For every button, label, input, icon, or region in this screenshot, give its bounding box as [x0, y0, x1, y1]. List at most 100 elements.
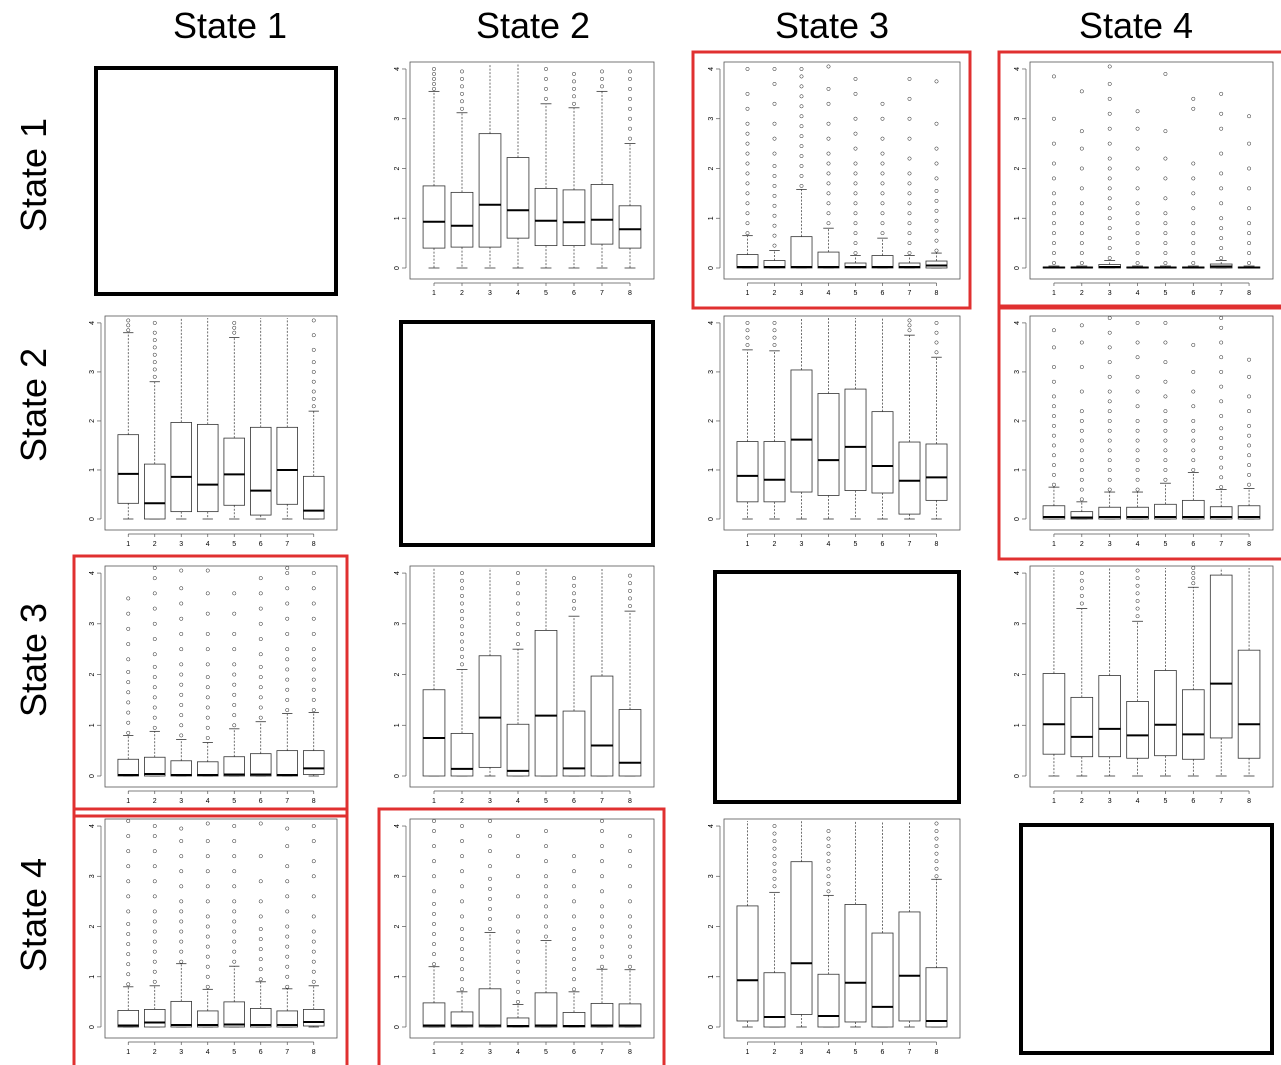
outlier-point: [1191, 176, 1196, 181]
outlier-point: [826, 86, 831, 91]
outlier-point: [853, 161, 858, 166]
outlier-point: [232, 854, 237, 859]
outlier-point: [572, 914, 576, 919]
outlier-point: [1135, 468, 1140, 472]
outlier-point: [600, 954, 604, 959]
outlier-point: [205, 899, 210, 904]
outlier-point: [907, 171, 912, 176]
iqr-box: [1237, 505, 1261, 520]
x-tick-label: 3: [179, 798, 183, 805]
outlier-point: [311, 616, 316, 621]
box-2: [1070, 323, 1094, 520]
box-5: [1154, 568, 1177, 777]
box-3: [478, 64, 502, 269]
outlier-point: [1051, 74, 1056, 79]
iqr-box: [925, 443, 948, 501]
outlier-point: [772, 869, 777, 874]
column-header-state-1: State 1: [173, 5, 287, 46]
x-tick-label: 4: [206, 541, 210, 548]
iqr-box: [844, 388, 867, 491]
row-headers: State 1 State 2 State 3 State 4: [13, 118, 54, 972]
box-1: [1042, 568, 1066, 777]
outlier-point: [232, 672, 237, 677]
x-tick-label: 2: [1080, 541, 1084, 548]
outlier-point: [1079, 409, 1084, 414]
iqr-box: [144, 463, 166, 520]
outlier-point: [572, 947, 576, 952]
outlier-point: [432, 844, 436, 849]
outlier-point: [232, 959, 237, 964]
box-4: [817, 829, 840, 1028]
y-tick-label: 1: [1014, 468, 1021, 472]
outlier-point: [772, 343, 777, 347]
x-tick-label: 1: [1052, 541, 1056, 548]
outlier-point: [1079, 438, 1084, 443]
x-tick-label: 3: [179, 541, 183, 548]
outlier-point: [600, 914, 604, 919]
outlier-point: [1079, 231, 1084, 236]
x-tick-label: 3: [488, 798, 492, 805]
y-tick-label: 1: [708, 975, 715, 979]
outlier-point: [1079, 365, 1084, 369]
outlier-point: [232, 320, 237, 325]
panel-state-3-to-state-3: [713, 570, 961, 804]
outlier-point: [1219, 426, 1224, 431]
outlier-point: [311, 939, 316, 944]
outlier-point: [907, 96, 912, 101]
box-6: [1182, 566, 1205, 777]
outlier-point: [205, 591, 210, 596]
x-tick-label: 4: [206, 798, 210, 805]
outlier-point: [628, 944, 632, 949]
outlier-point: [907, 231, 912, 236]
outlier-point: [152, 675, 157, 680]
box-3: [478, 568, 502, 777]
outlier-point: [311, 632, 316, 636]
iqr-box: [1209, 506, 1233, 520]
outlier-point: [772, 824, 777, 828]
x-tick-label: 1: [746, 541, 750, 548]
outlier-point: [544, 924, 548, 929]
outlier-point: [907, 221, 912, 226]
iqr-box: [422, 185, 446, 249]
column-header-state-3: State 3: [775, 5, 889, 46]
box-2: [1070, 571, 1094, 777]
outlier-point: [460, 84, 464, 89]
x-tick-label: 6: [881, 290, 885, 297]
outlier-point: [460, 957, 464, 962]
outlier-point: [1135, 591, 1140, 596]
outlier-point: [1163, 72, 1168, 76]
outlier-point: [1079, 221, 1084, 226]
outlier-point: [1219, 369, 1224, 374]
outlier-point: [516, 591, 520, 596]
y-tick-label: 0: [1014, 517, 1021, 521]
outlier-point: [628, 588, 632, 593]
outlier-point: [126, 922, 131, 926]
x-tick-label: 4: [1136, 798, 1140, 805]
outlier-point: [1247, 357, 1252, 362]
outlier-point: [1051, 404, 1056, 409]
outlier-point: [1107, 186, 1112, 191]
x-tick-label: 5: [232, 1049, 236, 1056]
box-1: [1042, 74, 1066, 269]
outlier-point: [285, 616, 290, 621]
empty-panel-frame: [94, 66, 338, 296]
outlier-point: [258, 957, 263, 962]
x-tick-label: 3: [800, 1049, 804, 1056]
outlier-point: [488, 864, 492, 869]
outlier-point: [544, 829, 548, 833]
x-tick-label: 8: [1247, 541, 1251, 548]
outlier-point: [600, 69, 604, 74]
outlier-point: [432, 86, 436, 91]
outlier-point: [1079, 601, 1084, 606]
outlier-point: [152, 919, 157, 924]
outlier-point: [460, 987, 464, 992]
x-tick-label: 2: [153, 798, 157, 805]
iqr-box: [1042, 673, 1066, 755]
outlier-point: [772, 101, 777, 106]
box-5: [1154, 72, 1177, 269]
outlier-point: [205, 705, 210, 710]
y-tick-label: 3: [89, 370, 96, 374]
outlier-point: [432, 912, 436, 916]
iqr-box: [1237, 649, 1261, 759]
outlier-point: [572, 899, 576, 904]
